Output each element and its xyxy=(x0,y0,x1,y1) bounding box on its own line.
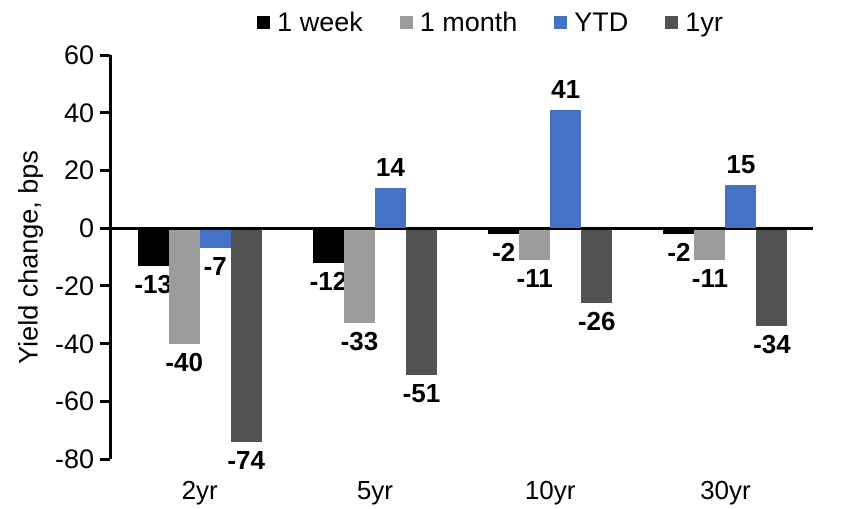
plot-area: 60 40 20 0 -20 -40 -60 -80 -13 -40 -7 -74 2yr -12 -33 1… xyxy=(55,40,813,505)
data-label-ytd-30yr: 15 xyxy=(726,148,756,179)
y-axis-tick-label: -60 xyxy=(54,386,94,417)
legend-item-ytd: YTD xyxy=(554,7,628,37)
bar-1-month-5yr xyxy=(343,229,375,324)
bar-1-week-5yr xyxy=(312,229,344,263)
bar-1-month-10yr xyxy=(519,229,551,260)
y-axis-tick-mark xyxy=(100,284,110,288)
data-label-1-week-5yr: -12 xyxy=(309,265,348,296)
y-axis-tick-mark xyxy=(100,111,110,115)
data-label-1-week-30yr: -2 xyxy=(667,236,691,267)
bar-1-week-2yr xyxy=(137,229,169,266)
data-label-1-month-2yr: -40 xyxy=(165,346,203,377)
y-axis-tick-mark xyxy=(100,226,110,230)
bar-ytd-10yr xyxy=(550,109,582,229)
x-axis-category-5yr: 5yr xyxy=(356,475,393,505)
y-axis-tick-mark xyxy=(100,457,110,461)
x-axis-category-2yr: 2yr xyxy=(181,475,218,505)
bar-ytd-2yr xyxy=(199,229,231,249)
legend-label-1-week: 1 week xyxy=(277,7,363,37)
x-axis-zero-line xyxy=(109,226,813,230)
y-axis-line xyxy=(109,55,112,459)
y-axis-tick-label: 60 xyxy=(63,40,94,70)
y-axis-tick-mark xyxy=(100,342,110,346)
legend-item-1-week: 1 week xyxy=(257,7,363,37)
y-axis-tick-label: -40 xyxy=(54,328,94,359)
data-label-ytd-2yr: -7 xyxy=(203,251,227,282)
chart-legend: 1 week 1 month YTD 1yr xyxy=(140,6,840,38)
y-axis-tick-mark xyxy=(100,53,110,57)
data-label-1-month-10yr: -11 xyxy=(516,262,553,293)
data-label-1-month-5yr: -33 xyxy=(340,326,379,357)
legend-item-1yr: 1yr xyxy=(665,7,723,37)
data-label-1-week-10yr: -2 xyxy=(492,236,516,267)
bar-1yr-5yr xyxy=(405,229,437,376)
data-label-1-month-30yr: -11 xyxy=(691,262,728,293)
data-label-ytd-10yr: 41 xyxy=(551,73,581,104)
bar-1-week-30yr xyxy=(663,229,695,234)
legend-marker-ytd xyxy=(554,15,568,29)
y-axis-tick-label: 0 xyxy=(78,213,94,244)
bar-1-month-30yr xyxy=(694,229,726,260)
data-label-1-week-2yr: -13 xyxy=(134,268,172,299)
data-label-1yr-10yr: -26 xyxy=(577,306,616,337)
bar-1-month-2yr xyxy=(168,229,200,344)
y-axis-tick-mark xyxy=(100,399,110,403)
x-axis-category-30yr: 30yr xyxy=(700,475,751,505)
bar-1yr-30yr xyxy=(756,229,788,327)
legend-marker-1-week xyxy=(257,15,271,29)
bar-1yr-10yr xyxy=(581,229,613,304)
data-label-1yr-30yr: -34 xyxy=(753,329,791,360)
data-label-1yr-5yr: -51 xyxy=(402,378,441,409)
legend-marker-1-month xyxy=(399,15,413,29)
bar-1-week-10yr xyxy=(488,229,520,234)
data-label-1yr-2yr: -74 xyxy=(227,444,265,475)
bar-1yr-2yr xyxy=(230,229,262,442)
y-axis-tick-label: -80 xyxy=(54,444,94,474)
bar-ytd-30yr xyxy=(725,184,757,229)
y-axis-tick-mark xyxy=(100,168,110,172)
legend-label-1-month: 1 month xyxy=(419,7,518,37)
legend-item-1-month: 1 month xyxy=(399,7,518,37)
data-label-ytd-5yr: 14 xyxy=(375,151,405,182)
legend-label-1yr: 1yr xyxy=(685,7,723,37)
x-axis-category-10yr: 10yr xyxy=(524,475,576,505)
y-axis-tick-label: 40 xyxy=(63,97,94,128)
y-axis-tick-label: -20 xyxy=(54,270,94,301)
bar-ytd-5yr xyxy=(374,187,406,229)
legend-marker-1yr xyxy=(665,15,679,29)
legend-label-ytd: YTD xyxy=(574,7,629,37)
y-axis-tick-label: 20 xyxy=(63,155,94,186)
